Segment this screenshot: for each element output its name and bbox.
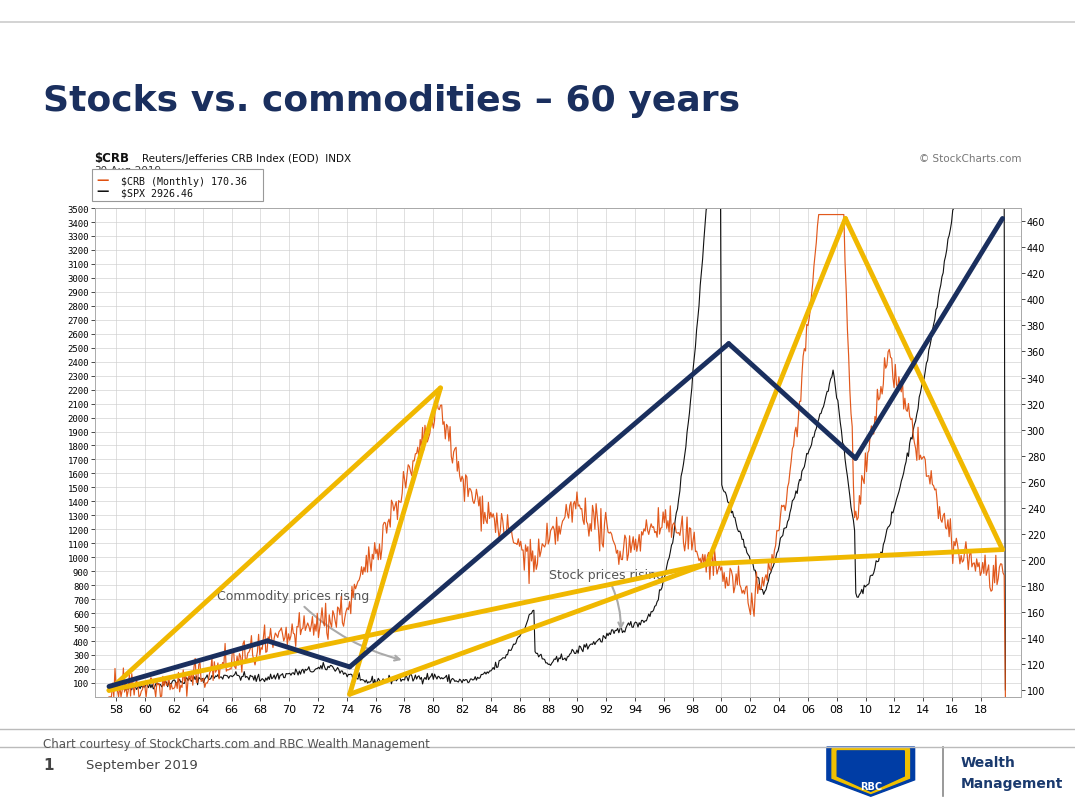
Polygon shape <box>837 751 904 791</box>
Text: Reuters/Jefferies CRB Index (EOD)  INDX: Reuters/Jefferies CRB Index (EOD) INDX <box>142 154 352 164</box>
Text: Management: Management <box>961 776 1063 789</box>
Text: September 2019: September 2019 <box>86 758 198 771</box>
Text: $CRB (Monthly) 170.36: $CRB (Monthly) 170.36 <box>121 177 247 186</box>
Text: 1: 1 <box>43 757 54 772</box>
Text: Stocks vs. commodities – 60 years: Stocks vs. commodities – 60 years <box>43 84 740 118</box>
Text: © StockCharts.com: © StockCharts.com <box>919 154 1021 164</box>
Text: Stock prices rising: Stock prices rising <box>548 569 663 628</box>
Polygon shape <box>832 748 909 793</box>
Text: $SPX 2926.46: $SPX 2926.46 <box>121 188 194 198</box>
Text: —: — <box>97 185 110 198</box>
Text: RBC: RBC <box>860 781 881 791</box>
Text: Commodity prices rising: Commodity prices rising <box>217 589 400 661</box>
Polygon shape <box>827 747 915 797</box>
Text: Chart courtesy of StockCharts.com and RBC Wealth Management: Chart courtesy of StockCharts.com and RB… <box>43 737 430 750</box>
Text: $CRB: $CRB <box>95 153 130 165</box>
Text: Wealth: Wealth <box>961 755 1016 768</box>
Text: 30-Aug-2019: 30-Aug-2019 <box>95 165 161 175</box>
Text: —: — <box>97 174 110 187</box>
